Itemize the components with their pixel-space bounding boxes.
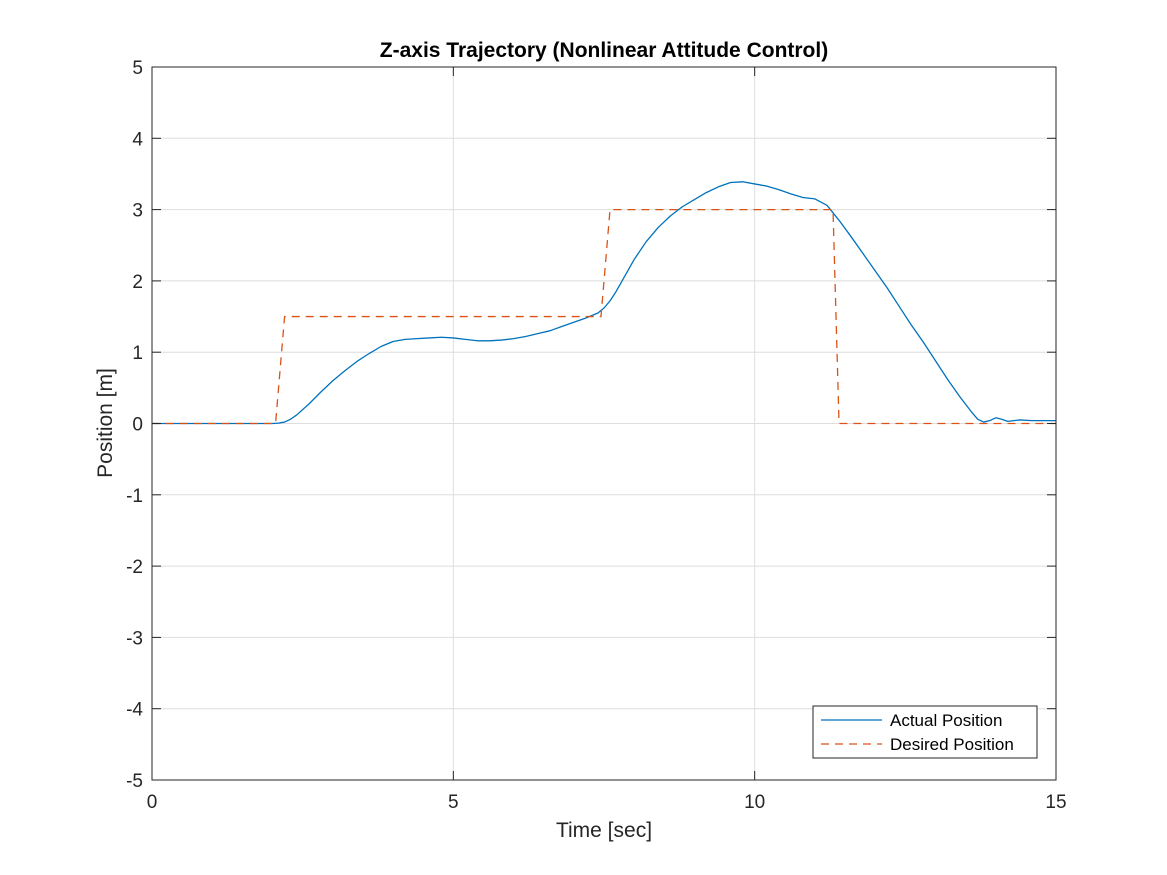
ticks (151, 66, 1057, 781)
y-tick-label: -3 (126, 628, 143, 649)
y-tick-label: -2 (126, 557, 143, 578)
y-tick-label: -1 (126, 486, 143, 507)
tick-labels: 0 5 10 15 -5 -4 -3 -2 -1 0 1 2 3 4 5 (126, 58, 1066, 813)
y-tick-label: -4 (126, 700, 143, 721)
x-tick-label: 5 (448, 792, 459, 813)
series-line-desired-position (152, 208, 1056, 425)
x-tick-label: 15 (1045, 792, 1066, 813)
series-group (152, 181, 1056, 425)
y-tick-label: 3 (132, 201, 143, 222)
y-tick-label: -5 (126, 771, 143, 792)
y-tick-label: 4 (132, 129, 143, 150)
y-tick-label: 1 (132, 343, 143, 364)
legend-box (812, 705, 1038, 759)
y-axis-label: Position [m] (94, 368, 117, 478)
chart-title: Z-axis Trajectory (Nonlinear Attitude Co… (380, 39, 828, 62)
legend-entry-desired-position: Desired Position (890, 735, 1014, 754)
x-tick-label: 10 (744, 792, 765, 813)
legend-entry-actual-position: Actual Position (890, 711, 1002, 730)
legend: Actual Position Desired Position (812, 705, 1038, 759)
y-tick-label: 2 (132, 272, 143, 293)
y-tick-label: 5 (132, 58, 143, 79)
y-tick-label: 0 (132, 415, 143, 436)
x-axis-label: Time [sec] (556, 819, 652, 842)
series-line-actual-position (152, 181, 1056, 425)
x-tick-label: 0 (147, 792, 158, 813)
